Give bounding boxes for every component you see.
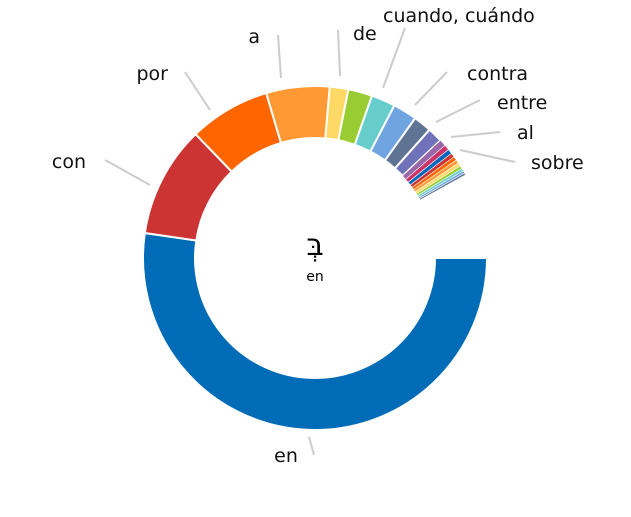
labels: de cuando, cuándo contra entre al sobre en con p… bbox=[52, 5, 584, 467]
slice-label: por bbox=[137, 63, 169, 85]
center-gloss: en bbox=[306, 269, 324, 285]
slice-label: en bbox=[274, 445, 298, 467]
slice-label: contra bbox=[467, 63, 528, 85]
slice-label: cuando, cuándo bbox=[383, 5, 535, 27]
leader-line bbox=[104, 159, 151, 186]
leader-line bbox=[414, 71, 448, 106]
leader-line bbox=[337, 29, 341, 77]
center-glyph: בְּ bbox=[306, 228, 323, 263]
slice-en[interactable] bbox=[142, 231, 489, 431]
slice-minor-16[interactable] bbox=[418, 172, 466, 201]
slice-label: a bbox=[248, 26, 260, 48]
leader-line bbox=[435, 99, 481, 123]
leader-line bbox=[308, 436, 315, 456]
slice-label: con bbox=[52, 151, 86, 173]
leader-line bbox=[450, 131, 501, 138]
slices bbox=[142, 84, 489, 431]
leader-line bbox=[459, 149, 516, 163]
leader-line bbox=[277, 34, 282, 79]
slice-a[interactable] bbox=[264, 85, 331, 145]
slice-label: de bbox=[353, 23, 377, 45]
leader-line bbox=[184, 71, 211, 111]
slice-label: entre bbox=[497, 92, 547, 114]
slice-label: sobre bbox=[531, 152, 584, 174]
slice-label: al bbox=[517, 122, 534, 144]
leader-line bbox=[382, 27, 406, 89]
